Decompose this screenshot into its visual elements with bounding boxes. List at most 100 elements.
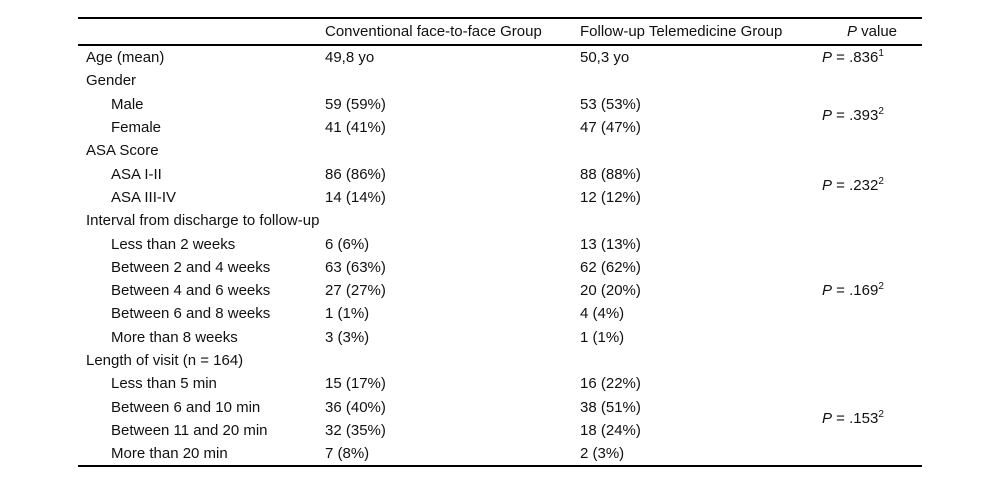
- row-label: Between 6 and 8 weeks: [111, 305, 271, 323]
- table-row-asa-3-4: ASA III-IV 14 (14%) 12 (12%): [78, 186, 922, 209]
- table-row-gender-section: Gender: [78, 69, 922, 92]
- cell-telemedicine: 13 (13%): [580, 235, 641, 253]
- table-row-male: Male 59 (59%) 53 (53%) P = .3932: [78, 93, 922, 125]
- header-label-column: [78, 18, 325, 45]
- comparison-table-container: Conventional face-to-face Group Follow-u…: [78, 17, 922, 468]
- cell-conventional: 6 (6%): [325, 235, 370, 253]
- p-value-word: value: [856, 23, 898, 40]
- row-label: More than 8 weeks: [111, 328, 238, 346]
- row-label: Female: [111, 119, 162, 137]
- section-label: Gender: [86, 72, 137, 90]
- cell-pvalue: [822, 69, 922, 92]
- p-equals-value: = .169: [832, 282, 879, 300]
- table-row-age: Age (mean) 49,8 yo 50,3 yo P = .8361: [78, 45, 922, 69]
- cell-telemedicine: 20 (20%): [580, 282, 641, 300]
- cell-conventional: 49,8 yo: [325, 49, 375, 67]
- cell-telemedicine: 47 (47%): [580, 119, 641, 137]
- cell-pvalue: P = .1532: [822, 372, 922, 466]
- p-symbol: P: [822, 282, 833, 300]
- cell-telemedicine: 18 (24%): [580, 421, 641, 439]
- cell-pvalue: P = .8361: [822, 45, 922, 69]
- p-symbol: P: [822, 177, 833, 195]
- cell-telemedicine: [580, 349, 822, 372]
- cell-conventional: [325, 69, 580, 92]
- table-row-asa-1-2: ASA I-II 86 (86%) 88 (88%) P = .2322: [78, 162, 922, 195]
- p-equals-value: = .393: [832, 107, 879, 125]
- cell-conventional: 1 (1%): [325, 305, 370, 323]
- cell-conventional: [325, 349, 580, 372]
- row-label: More than 20 min: [111, 445, 228, 463]
- table-row-visit-section: Length of visit (n = 164): [78, 349, 922, 372]
- cell-telemedicine: 1 (1%): [580, 328, 625, 346]
- cell-conventional: 59 (59%): [325, 95, 386, 113]
- row-label: Between 6 and 10 min: [111, 398, 261, 416]
- cell-telemedicine: 12 (12%): [580, 188, 641, 206]
- row-label: ASA I-II: [111, 165, 162, 183]
- comparison-table: Conventional face-to-face Group Follow-u…: [78, 17, 922, 468]
- row-label: Male: [111, 95, 144, 113]
- row-label: Between 4 and 6 weeks: [111, 282, 271, 300]
- cell-conventional: 86 (86%): [325, 165, 386, 183]
- cell-telemedicine: 2 (3%): [580, 445, 625, 463]
- row-label: Age (mean): [86, 49, 165, 67]
- row-label: Less than 2 weeks: [111, 235, 236, 253]
- p-equals-value: = .153: [832, 410, 879, 428]
- cell-pvalue: P = .1692: [822, 232, 922, 348]
- cell-telemedicine: 53 (53%): [580, 95, 641, 113]
- header-p-value: P value: [822, 18, 922, 45]
- p-footnote-marker: 2: [878, 176, 884, 188]
- row-label: Less than 5 min: [111, 375, 217, 393]
- p-footnote-marker: 2: [878, 281, 884, 293]
- table-row-less-than-5-min: Less than 5 min 15 (17%) 16 (22%) P = .1…: [78, 372, 922, 427]
- cell-conventional: 36 (40%): [325, 398, 386, 416]
- cell-conventional: 3 (3%): [325, 328, 370, 346]
- table-header: Conventional face-to-face Group Follow-u…: [78, 18, 922, 45]
- cell-telemedicine: 38 (51%): [580, 398, 641, 416]
- cell-conventional: 27 (27%): [325, 282, 386, 300]
- cell-conventional: [325, 139, 580, 162]
- cell-pvalue: P = .2322: [822, 162, 922, 209]
- table-row-less-than-2-weeks: Less than 2 weeks 6 (6%) 13 (13%) P = .1…: [78, 232, 922, 300]
- cell-conventional: 14 (14%): [325, 188, 386, 206]
- table-row-interval-section: Interval from discharge to follow-up: [78, 209, 922, 232]
- row-label: ASA III-IV: [111, 188, 177, 206]
- header-row: Conventional face-to-face Group Follow-u…: [78, 18, 922, 45]
- cell-pvalue: [822, 349, 922, 372]
- cell-conventional: 63 (63%): [325, 258, 386, 276]
- cell-pvalue: P = .3932: [822, 93, 922, 140]
- p-symbol: P: [822, 49, 833, 67]
- cell-conventional: 32 (35%): [325, 421, 386, 439]
- row-label: Between 2 and 4 weeks: [111, 258, 271, 276]
- p-footnote-marker: 2: [878, 106, 884, 118]
- table-row-asa-section: ASA Score: [78, 139, 922, 162]
- cell-telemedicine: [580, 209, 822, 232]
- cell-telemedicine: 62 (62%): [580, 258, 641, 276]
- cell-telemedicine: [580, 69, 822, 92]
- p-value-symbol: P: [846, 23, 857, 40]
- p-symbol: P: [822, 107, 833, 125]
- table-row-female: Female 41 (41%) 47 (47%): [78, 116, 922, 139]
- section-label: Length of visit (n = 164): [86, 352, 244, 369]
- cell-telemedicine: 50,3 yo: [580, 49, 630, 67]
- cell-telemedicine: 4 (4%): [580, 305, 625, 323]
- cell-conventional: 7 (8%): [325, 445, 370, 463]
- p-symbol: P: [822, 410, 833, 428]
- cell-telemedicine: [580, 139, 822, 162]
- table-row-between-11-20-min: Between 11 and 20 min 32 (35%) 18 (24%): [78, 419, 922, 442]
- section-label: ASA Score: [86, 142, 159, 160]
- row-label: Between 11 and 20 min: [111, 421, 268, 439]
- cell-telemedicine: 16 (22%): [580, 375, 641, 393]
- table-row-between-6-8-weeks: Between 6 and 8 weeks 1 (1%) 4 (4%): [78, 302, 922, 325]
- table-row-more-than-20-min: More than 20 min 7 (8%) 2 (3%): [78, 442, 922, 466]
- header-conventional-group: Conventional face-to-face Group: [325, 23, 542, 40]
- table-row-between-4-6-weeks: Between 4 and 6 weeks 27 (27%) 20 (20%): [78, 279, 922, 302]
- p-footnote-marker: 2: [878, 409, 884, 421]
- cell-conventional: [325, 209, 580, 232]
- section-label: Interval from discharge to follow-up: [86, 212, 320, 230]
- p-equals-value: = .836: [832, 49, 879, 67]
- cell-pvalue: [822, 139, 922, 162]
- table-row-more-than-8-weeks: More than 8 weeks 3 (3%) 1 (1%): [78, 326, 922, 349]
- table-body: Age (mean) 49,8 yo 50,3 yo P = .8361 Gen…: [78, 45, 922, 466]
- header-telemedicine-group: Follow-up Telemedicine Group: [580, 23, 783, 40]
- p-equals-value: = .232: [832, 177, 879, 195]
